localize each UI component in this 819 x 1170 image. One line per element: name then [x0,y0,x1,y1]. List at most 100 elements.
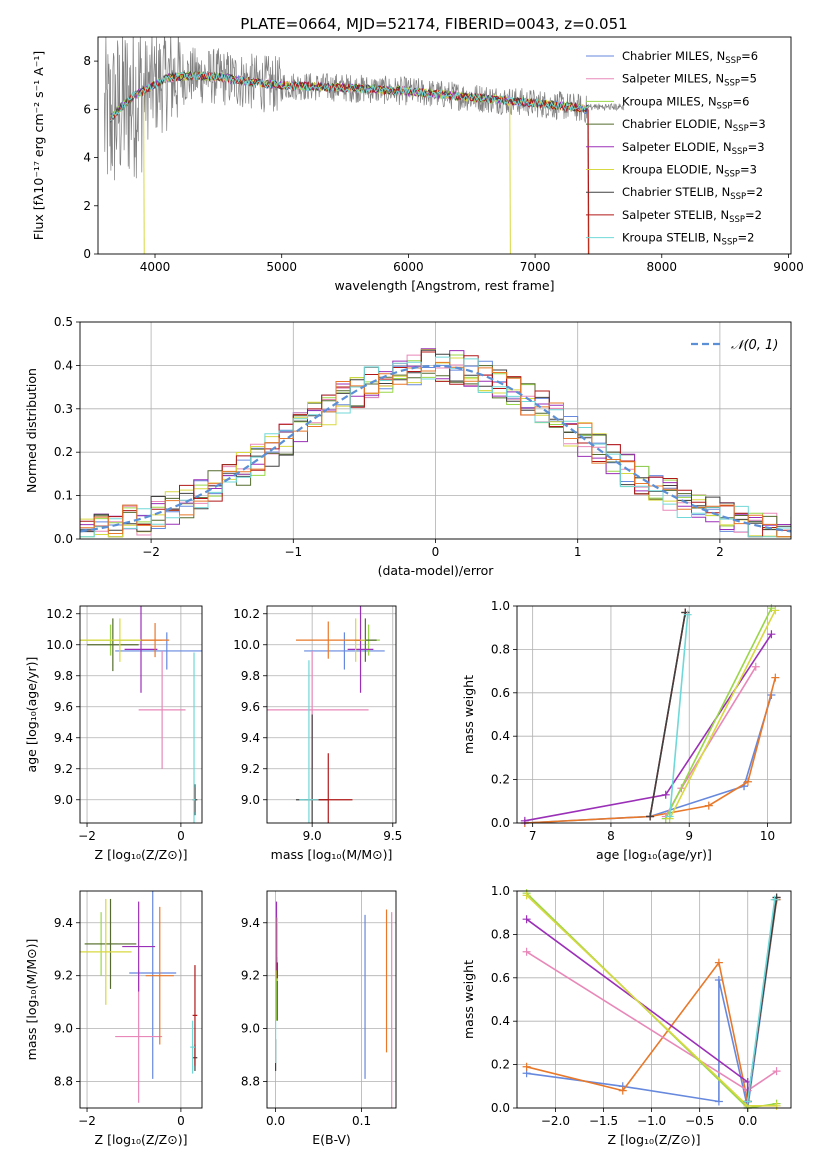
legend-entry-label: Kroupa STELIB, NSSP=2 [622,231,754,248]
x-tick-label: −2.0 [541,1114,570,1128]
x-tick-label: 0.0 [738,1114,757,1128]
y-tick-label: 0.4 [54,358,73,372]
weight-point-marker [661,790,670,799]
y-tick-label: 9.6 [54,700,73,714]
axes-frame [79,890,203,1109]
legend-tail: =6 [741,49,758,63]
legend-tail: =2 [737,231,754,245]
weight-series-line [649,612,687,817]
y-tick-label: 9.0 [241,793,260,807]
weight-point-marker [522,1062,531,1071]
weight-point-marker [772,1101,781,1110]
weight-point-marker [714,1097,723,1106]
y-tick-label: 6 [83,102,91,116]
weight-point-marker [522,947,531,956]
weight-series-line [665,666,757,817]
histogram-plot-area [80,348,791,538]
legend-subscript: SSP [725,56,741,66]
weight-series-line [524,633,773,822]
weight-point-marker [743,777,752,786]
weight-point-marker [683,610,692,619]
x-axis-label: wavelength [Angstrom, rest frame] [334,278,554,293]
y-tick-label: 9.2 [241,762,260,776]
legend-subscript: SSP [724,79,740,89]
y-tick-label: 9.0 [54,793,73,807]
y-tick-label: 9.2 [241,969,260,983]
y-tick-label: 9.0 [54,1022,73,1036]
errorbar-plot-area [80,891,198,1103]
y-tick-label: 9.8 [54,669,73,683]
x-axis-label: E(B-V) [312,1132,351,1147]
y-tick-label: 0.5 [54,315,73,329]
weight-vs-metallicity-panel: −2.0 −1.5 −1.0 −0.5 0.0 0.0 0.2 0.4 0.6 0.8 1.0 Z [… [461,884,792,1147]
weight-point-marker [665,812,674,821]
x-tick-label: 9000 [773,260,804,274]
legend-tail: =2 [746,185,763,199]
legend-subscript: SSP [732,147,748,157]
y-tick-label: 2 [83,199,91,213]
x-tick-label: 0 [177,1114,185,1128]
weight-series-line [668,609,777,820]
y-tick-label: 9.2 [54,762,73,776]
x-tick-label: 0.1 [352,1114,371,1128]
x-tick-label: −1.5 [589,1114,618,1128]
legend-subscript: SSP [717,101,733,111]
weight-point-marker [771,673,780,682]
y-tick-label: 0.4 [491,1014,510,1028]
y-axis-label: mass weight [461,675,476,754]
x-axis-label: Z [log₁₀(Z/Z⊙)] [95,1132,188,1147]
x-tick-label: −1 [284,545,302,559]
legend-tail: =3 [740,163,757,177]
legend-tail: =3 [749,117,766,131]
y-tick-label: 0.8 [491,642,510,656]
spectrum-plot-area [103,37,625,254]
x-tick-label: −2 [78,1114,96,1128]
histogram-step-line [80,361,791,538]
weight-series-line [746,899,776,1102]
y-tick-label: 9.4 [54,731,73,745]
y-tick-label: 0.0 [491,1101,510,1115]
weight-point-marker [704,801,713,810]
y-axis-label: mass weight [461,960,476,1039]
x-axis-label: mass [log₁₀(M/M⊙)] [271,847,393,862]
legend-entry-label: Chabrier ELODIE, NSSP=3 [622,117,766,134]
x-tick-label: 8000 [647,260,678,274]
weight-point-marker [520,816,529,825]
legend-entry-label: Chabrier MILES, NSSP=6 [622,49,758,66]
mass-vs-metallicity-panel: −2 0 8.8 9.0 9.2 9.4 Z [log₁₀(Z/Z⊙)] mass [log₁… [24,890,203,1147]
x-tick-label: −2 [78,829,96,843]
x-tick-label: 6000 [393,260,424,274]
y-tick-label: 0.4 [491,729,510,743]
errorbar-plot-area [80,606,202,823]
y-tick-label: 0.0 [491,816,510,830]
legend-subscript: SSP [729,215,745,225]
x-tick-label: 9 [685,829,693,843]
weight-point-marker [772,893,781,902]
age-vs-mass-panel: 9.0 9.5 9.0 9.2 9.4 9.6 9.8 10.0 10.2 mass [log₁₀… [233,605,402,862]
weight-series-line [524,677,777,824]
y-tick-label: 9.2 [54,969,73,983]
gaussian-reference-line [80,364,791,533]
x-tick-label: 0 [177,829,185,843]
x-axis-label: Z [log₁₀(Z/Z⊙)] [608,1132,701,1147]
x-tick-label: 5000 [266,260,297,274]
x-axis-label: age [log₁₀(age/yr)] [596,847,712,862]
x-tick-label: 7 [529,829,537,843]
legend-entry-label: Kroupa ELODIE, NSSP=3 [622,163,757,180]
y-axis-label: Normed distribution [24,368,39,493]
model-drop-line [143,97,145,254]
legend-subscript: SSP [724,170,740,180]
model-drop-line [509,102,511,254]
y-tick-label: 10.0 [233,638,260,652]
y-tick-label: 4 [83,151,91,165]
legend-entry-label: 𝒩(0, 1) [731,338,778,353]
weight-point-marker [522,891,531,900]
errorbar-plot-area [267,606,385,823]
x-tick-label: 9.5 [383,829,402,843]
legend-tail: =6 [732,94,749,108]
y-tick-label: 0.2 [491,773,510,787]
model-drop-line [587,109,589,254]
weight-point-marker [646,812,655,821]
figure-title: PLATE=0664, MJD=52174, FIBERID=0043, z=0… [240,15,627,33]
